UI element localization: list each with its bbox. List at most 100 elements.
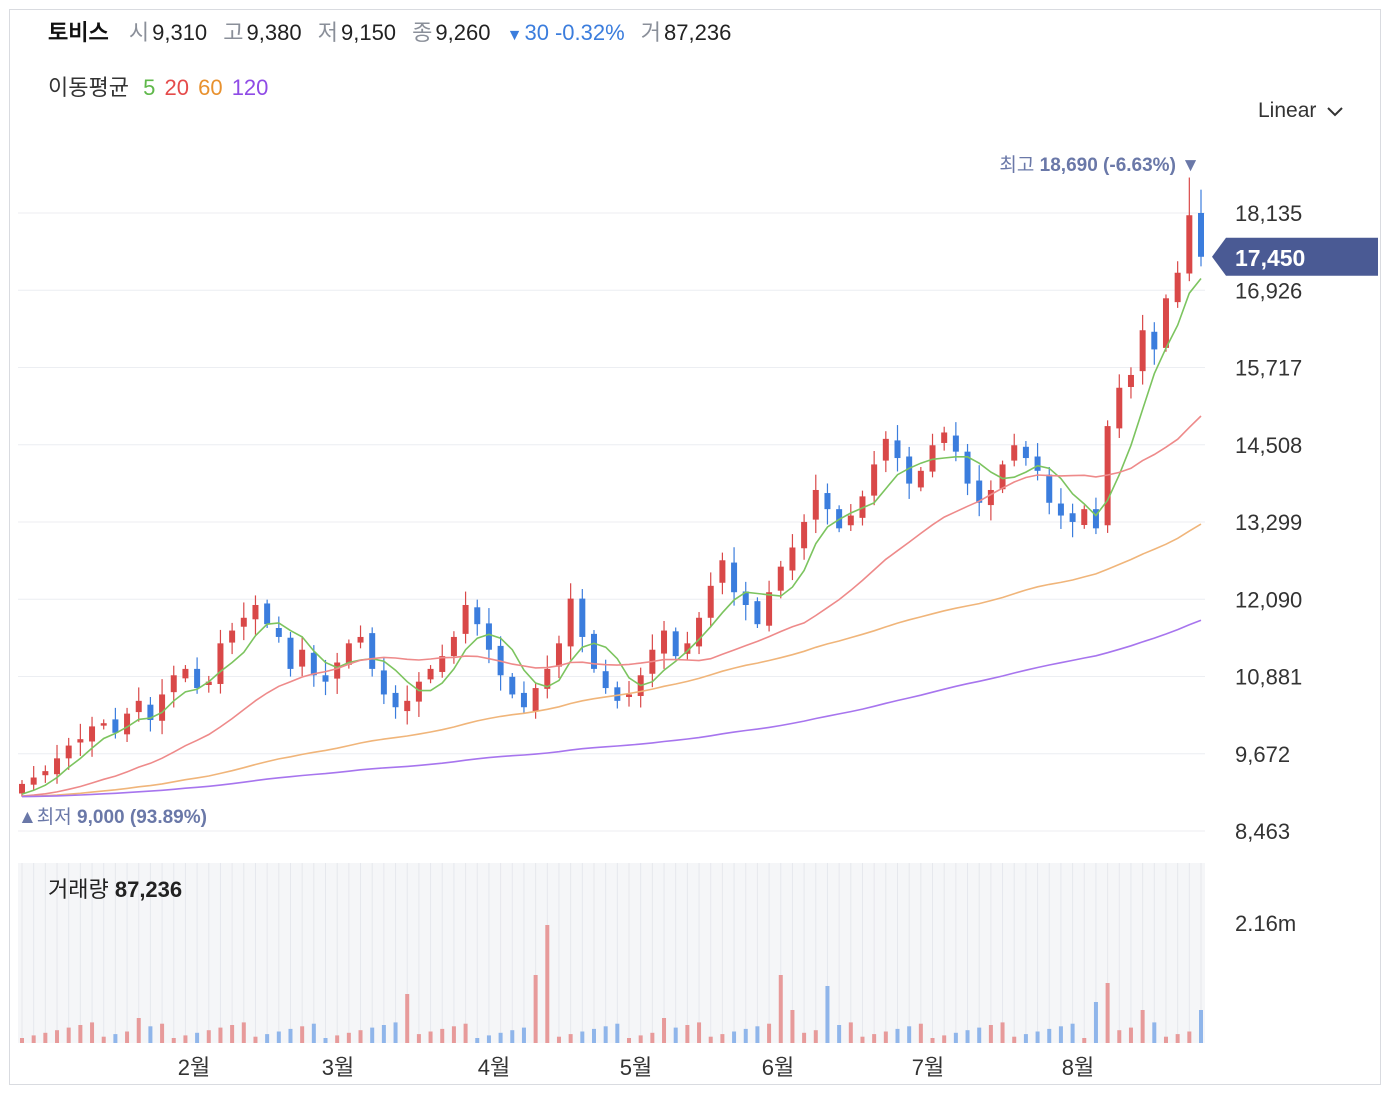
candle-body	[1046, 474, 1053, 503]
candle-body	[100, 723, 107, 726]
candle-body	[1151, 331, 1158, 350]
candle-body	[906, 456, 913, 484]
candle-body	[555, 643, 562, 667]
y-tick-label: 14,508	[1235, 433, 1302, 458]
volume-bar	[230, 1025, 235, 1043]
stock-name: 토비스	[48, 20, 109, 45]
volume-bar	[627, 1038, 632, 1043]
candle-body	[812, 489, 819, 520]
volume-bar	[965, 1030, 970, 1043]
volume-bar	[848, 1022, 853, 1043]
volume-bar	[475, 1038, 480, 1043]
candle-body	[847, 515, 854, 526]
volume-bar	[790, 1010, 795, 1043]
candle-body	[322, 675, 329, 682]
volume-axis-label: 2.16m	[1235, 911, 1296, 936]
chevron-down-icon	[1327, 107, 1343, 117]
volume-bar	[416, 1034, 421, 1043]
candles-group	[19, 177, 1204, 797]
ma-legend-label: 이동평균	[48, 75, 129, 100]
candle-body	[1011, 445, 1018, 461]
ma-60-label[interactable]: 60	[198, 75, 223, 100]
volume-bar	[1093, 1002, 1098, 1043]
candle-body	[124, 713, 131, 735]
candle-body	[894, 440, 901, 459]
volume-bar	[1023, 1034, 1028, 1043]
volume-value: 87,236	[664, 20, 732, 45]
ma-60-line	[21, 523, 1202, 798]
candle-body	[509, 676, 516, 695]
change-down-icon: ▼	[506, 27, 523, 44]
volume-bar	[1012, 1036, 1017, 1043]
volume-bar	[370, 1027, 375, 1043]
ma-5-label[interactable]: 5	[143, 75, 156, 100]
candle-body	[77, 739, 84, 743]
volume-bar	[393, 1022, 398, 1043]
volume-bar	[813, 1030, 818, 1043]
volume-panel-label: 거래량 87,236	[48, 877, 182, 902]
volume-bar	[335, 1035, 340, 1043]
volume-bar	[988, 1025, 993, 1043]
volume-bar	[767, 1023, 772, 1043]
volume-bar	[907, 1026, 912, 1043]
candle-body	[520, 692, 527, 708]
candle-body	[147, 704, 154, 721]
candle-body	[1116, 387, 1123, 429]
volume-bar	[311, 1023, 316, 1043]
volume-bar	[160, 1023, 165, 1043]
candle-body	[462, 605, 469, 634]
volume-bar	[918, 1023, 923, 1043]
volume-bar	[1199, 1010, 1203, 1043]
volume-bar	[136, 1018, 141, 1043]
volume-bar	[300, 1026, 305, 1043]
low-value: 9,150	[340, 20, 397, 45]
candle-body	[170, 675, 177, 693]
high-label: 고	[223, 20, 244, 45]
volume-bar	[685, 1025, 690, 1043]
volume-bar	[358, 1030, 363, 1043]
candle-body	[707, 585, 714, 618]
volume-bar	[883, 1031, 888, 1043]
volume-bar	[953, 1032, 958, 1043]
volume-bar	[872, 1034, 877, 1043]
volume-bar	[66, 1027, 71, 1043]
volume-bar	[90, 1022, 95, 1043]
ma-120-label[interactable]: 120	[231, 75, 269, 100]
volume-bar	[545, 925, 550, 1043]
candle-body	[976, 480, 983, 503]
y-tick-label: 8,463	[1235, 819, 1290, 844]
candle-body	[590, 633, 597, 669]
volume-bar	[1047, 1028, 1052, 1043]
candle-body	[1022, 446, 1029, 459]
ma-20-label[interactable]: 20	[164, 75, 189, 100]
candle-body	[19, 783, 25, 794]
volume-bar	[580, 1031, 585, 1043]
candle-body	[1162, 298, 1169, 348]
volume-bar	[533, 975, 538, 1043]
volume-bar	[346, 1032, 351, 1043]
candle-body	[999, 464, 1006, 490]
candle-body	[65, 745, 72, 759]
candle-body	[240, 617, 247, 627]
volume-bar	[615, 1023, 620, 1043]
candle-body	[614, 687, 621, 701]
candle-body	[357, 636, 364, 643]
candle-body	[54, 758, 61, 775]
volume-bar	[510, 1030, 515, 1043]
volume-bar	[1058, 1026, 1063, 1043]
y-tick-label: 15,717	[1235, 356, 1302, 381]
volume-bar	[662, 1018, 667, 1043]
volume-bar	[1070, 1023, 1075, 1043]
volume-bar	[708, 1036, 713, 1043]
volume-bar	[732, 1031, 737, 1043]
candle-body	[1057, 503, 1064, 516]
ma-legend: 이동평균 5 20 60 120	[48, 70, 271, 102]
candle-body	[917, 470, 924, 488]
candle-body	[731, 562, 738, 593]
scale-selector[interactable]: Linear	[1258, 99, 1343, 123]
candle-body	[404, 700, 411, 712]
volume-bar	[1152, 1022, 1157, 1043]
volume-bar	[1082, 1038, 1087, 1043]
volume-bar	[381, 1025, 386, 1043]
